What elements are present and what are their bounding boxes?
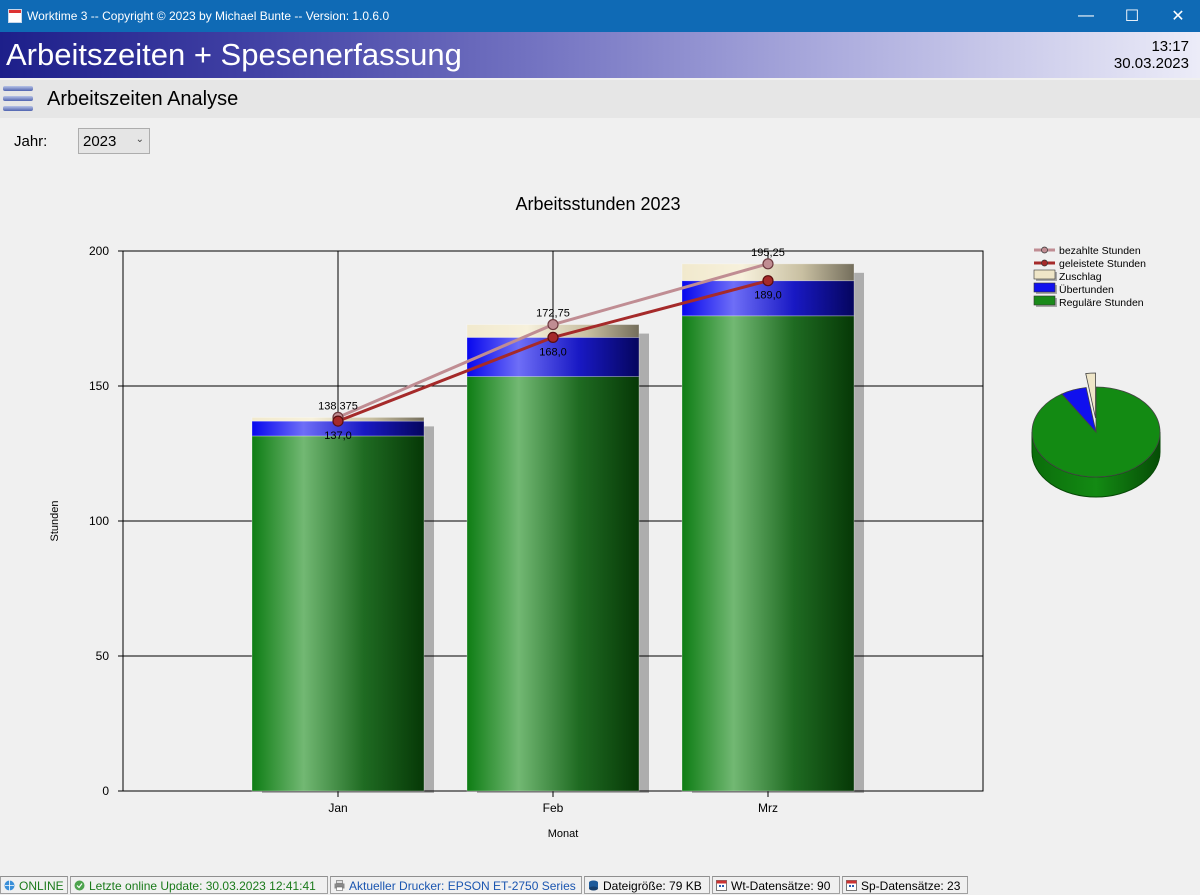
y-tick-label: 50 — [96, 649, 110, 663]
status-printer: Aktueller Drucker: EPSON ET-2750 Series — [330, 876, 582, 894]
x-tick-label: Jan — [328, 801, 347, 815]
line-point — [762, 275, 774, 287]
data-label: 168,0 — [539, 346, 567, 358]
bar-segment--bertunden — [681, 280, 855, 317]
status-wt-records-text: Wt-Datensätze: 90 — [731, 879, 831, 893]
status-sp-records-text: Sp-Datensätze: 23 — [861, 879, 961, 893]
legend-box-swatch — [1033, 295, 1056, 306]
database-icon — [589, 880, 598, 891]
year-label: Jahr: — [14, 133, 48, 150]
status-filesize: Dateigröße: 79 KB — [584, 876, 710, 894]
clock-time: 13:17 — [1151, 38, 1189, 55]
status-online-text: ONLINE — [19, 879, 64, 893]
page-title: Arbeitszeiten Analyse — [47, 88, 239, 110]
globe-icon — [4, 880, 15, 891]
clock-date: 30.03.2023 — [1113, 55, 1189, 72]
x-tick-label: Mrz — [758, 801, 778, 815]
legend-marker — [1041, 246, 1048, 254]
clock: 13:17 30.03.2023 — [1114, 38, 1189, 72]
legend-box-swatch — [1033, 282, 1056, 293]
data-label: 138,375 — [318, 400, 358, 412]
status-last-update-text: Letzte online Update: 30.03.2023 12:41:4… — [89, 879, 316, 893]
data-label: 189,0 — [754, 290, 782, 302]
year-dropdown[interactable]: 2023 ⌄ — [78, 128, 150, 154]
calendar-icon — [846, 880, 857, 891]
line-point — [332, 415, 344, 427]
legend-marker — [1041, 259, 1048, 267]
status-printer-text: Aktueller Drucker: EPSON ET-2750 Series — [349, 879, 576, 893]
legend-label: Reguläre Stunden — [1059, 297, 1144, 309]
calendar-icon — [716, 880, 727, 891]
status-sp-records: Sp-Datensätze: 23 — [842, 876, 968, 894]
line-point — [547, 331, 559, 343]
status-wt-records: Wt-Datensätze: 90 — [712, 876, 840, 894]
title-bar: Worktime 3 -- Copyright © 2023 by Michae… — [0, 0, 1200, 32]
legend-label: Übertunden — [1059, 284, 1114, 296]
app-title: Arbeitszeiten + Spesenerfassung — [6, 37, 462, 72]
y-tick-label: 0 — [102, 784, 109, 798]
status-filesize-text: Dateigröße: 79 KB — [603, 879, 702, 893]
pie-chart — [1031, 372, 1161, 498]
x-tick-label: Feb — [543, 801, 564, 815]
chart-title: Arbeitsstunden 2023 — [515, 194, 680, 214]
y-tick-label: 150 — [89, 379, 109, 393]
data-label: 195,25 — [751, 247, 785, 259]
legend-box-swatch — [1033, 269, 1056, 280]
bar-segment-regul-re-stunden — [466, 376, 640, 792]
sync-icon — [74, 880, 85, 891]
plot-area: 0 50 100 150 200 Jan Feb Mrz Monat Stunden 138,375… — [49, 244, 984, 840]
pie-slice--bertunden — [1061, 387, 1097, 434]
status-bar: ONLINE Letzte online Update: 30.03.2023 … — [0, 875, 1200, 895]
status-last-update: Letzte online Update: 30.03.2023 12:41:4… — [70, 876, 328, 894]
minimize-button[interactable]: — — [1078, 7, 1094, 24]
bar-segment-regul-re-stunden — [251, 435, 425, 792]
y-tick-label: 100 — [89, 514, 109, 528]
chevron-down-icon: ⌄ — [135, 134, 144, 145]
legend-label: Zuschlag — [1059, 271, 1102, 283]
line-point — [762, 258, 774, 270]
year-dropdown-value: 2023 — [83, 133, 117, 150]
bar-segment-regul-re-stunden — [681, 315, 855, 792]
y-axis-label: Stunden — [49, 501, 61, 542]
legend-label: bezahlte Stunden — [1059, 245, 1141, 257]
app-header: Arbeitszeiten + Spesenerfassung 13:17 30… — [0, 32, 1200, 78]
legend-label: geleistete Stunden — [1059, 258, 1146, 270]
y-tick-label: 200 — [89, 244, 109, 258]
app-calendar-icon — [8, 9, 22, 23]
menu-icon[interactable] — [3, 85, 33, 113]
data-label: 172,75 — [536, 308, 570, 320]
section-header: Arbeitszeiten Analyse — [0, 80, 1200, 118]
close-button[interactable]: ✕ — [1171, 8, 1185, 25]
line-point — [547, 318, 559, 331]
printer-icon — [334, 880, 345, 891]
x-axis-label: Monat — [548, 828, 579, 840]
status-online: ONLINE — [0, 876, 68, 894]
maximize-button[interactable]: ☐ — [1124, 8, 1140, 25]
work-hours-chart: Arbeitsstunden 2023 0 50 100 150 200 Jan Feb Mr… — [49, 194, 1161, 840]
pie-slice-zuschlag — [1085, 372, 1096, 419]
window-title: Worktime 3 -- Copyright © 2023 by Michae… — [27, 9, 390, 23]
data-label: 137,0 — [324, 430, 352, 442]
